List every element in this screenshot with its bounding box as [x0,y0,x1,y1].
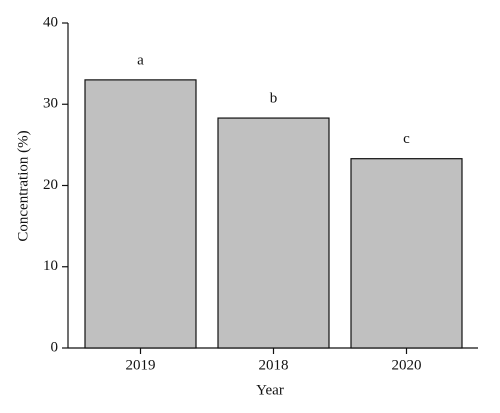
y-tick-label: 40 [43,14,58,30]
bar [350,158,463,349]
bar [84,79,197,349]
x-tick-label: 2018 [259,357,289,373]
y-tick-label: 20 [43,177,58,193]
annotation: a [137,52,144,68]
bar [217,117,330,349]
x-tick-label: 2019 [126,357,156,373]
x-axis-label: Year [256,382,284,398]
annotation: b [270,91,278,107]
y-tick-label: 10 [43,258,58,274]
annotation: c [403,131,410,147]
y-axis-label: Concentration (%) [15,130,31,241]
y-tick-label: 0 [51,339,59,355]
y-tick-label: 30 [43,96,58,112]
x-tick-label: 2020 [392,357,422,373]
